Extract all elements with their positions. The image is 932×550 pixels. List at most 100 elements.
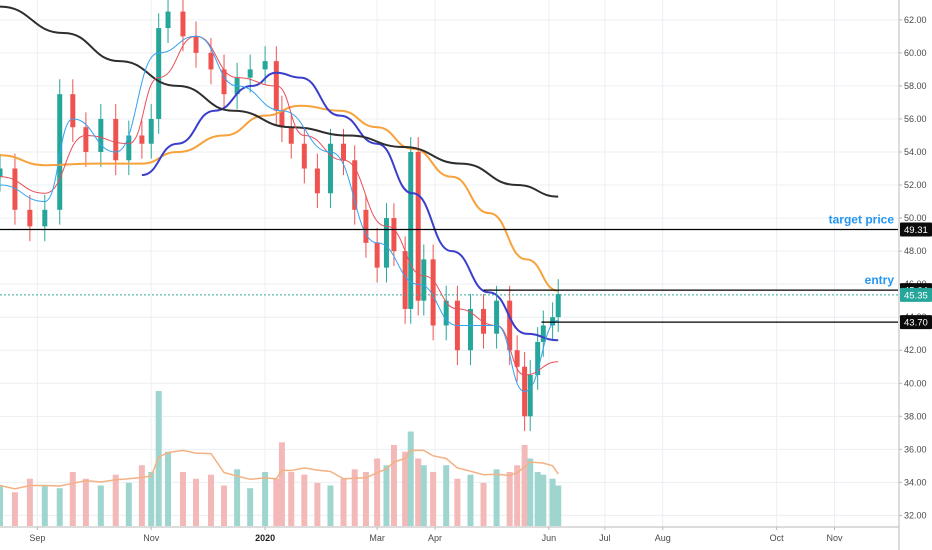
volume-bar — [262, 472, 269, 526]
volume-bar — [234, 469, 241, 526]
volume-bar — [420, 465, 427, 526]
candle-body — [208, 52, 214, 70]
candle-body — [408, 151, 414, 309]
y-tick-label: 50.00 — [904, 213, 927, 223]
volume-bar — [11, 492, 18, 526]
volume-bar — [247, 488, 254, 526]
candle-body — [494, 300, 500, 334]
volume-bar — [82, 478, 89, 526]
price-tag-label: 43.70 — [904, 318, 928, 329]
candle-body — [139, 135, 145, 144]
chart-annotations: target price entry — [829, 212, 895, 287]
candle-body — [352, 160, 358, 210]
volume-bar — [506, 472, 513, 526]
volume-bar — [443, 465, 450, 526]
volume-bar — [301, 474, 308, 526]
volume-bar — [351, 469, 358, 526]
volume-bar — [179, 472, 186, 526]
volume-bar — [340, 478, 347, 526]
candle-body — [535, 341, 541, 376]
price-tag-label: 45.35 — [904, 290, 928, 301]
volume-bar — [112, 474, 119, 526]
volume-bar — [148, 472, 155, 526]
volume-bar — [540, 474, 547, 526]
volume-bar — [288, 472, 295, 526]
volume-bar — [41, 485, 48, 526]
candle-body — [148, 118, 154, 144]
volume-bar — [527, 458, 534, 526]
volume-bar — [56, 488, 63, 526]
volume-bar — [383, 465, 390, 526]
horizontal-levels[interactable] — [0, 228, 898, 323]
volume-bar — [493, 469, 500, 526]
volume-bar — [125, 482, 132, 526]
candle-body — [221, 69, 227, 95]
volume-bar — [221, 485, 228, 526]
volume-bar — [514, 465, 521, 526]
candle-body — [383, 218, 389, 268]
ma-line — [0, 35, 559, 376]
volume-bar — [467, 474, 474, 526]
candle-body — [156, 28, 162, 119]
candle-body — [27, 209, 33, 227]
volume-bar — [193, 478, 200, 526]
candle-body — [527, 375, 533, 417]
volume-bar — [480, 482, 487, 526]
candle-body — [327, 143, 333, 194]
volume-bar — [207, 474, 214, 526]
y-axis-panel[interactable] — [899, 0, 932, 550]
candle-body — [247, 69, 253, 78]
annotation-label: target price — [829, 212, 895, 226]
volume-bars — [0, 391, 562, 526]
x-tick-label: Sep — [29, 533, 45, 543]
x-tick-label: Mar — [369, 533, 385, 543]
ma-line — [0, 35, 559, 392]
y-tick-label: 54.00 — [904, 147, 927, 157]
candle-body — [288, 127, 294, 144]
volume-bar — [454, 478, 461, 526]
y-axis[interactable]: 32.0034.0036.0038.0040.0042.0044.0046.00… — [898, 0, 932, 550]
volume-bar — [69, 472, 76, 526]
candle-body — [555, 294, 561, 318]
volume-ma-line — [0, 449, 559, 490]
y-tick-label: 48.00 — [904, 246, 927, 256]
volume-bar — [430, 472, 437, 526]
y-tick-label: 40.00 — [904, 378, 927, 388]
volume-bar — [327, 485, 334, 526]
ma-line — [141, 71, 559, 342]
chart-grid — [0, 0, 898, 527]
candle-body — [279, 110, 285, 128]
y-tick-label: 62.00 — [904, 15, 927, 25]
volume-bar — [390, 445, 397, 526]
candle-body — [363, 209, 369, 243]
x-tick-label: 2020 — [255, 533, 275, 543]
candle-body — [507, 300, 513, 351]
x-tick-label: Oct — [770, 533, 785, 543]
candle-body — [180, 11, 186, 37]
volume-bar — [0, 485, 3, 526]
candle-body — [402, 251, 408, 309]
volume-bar — [374, 458, 381, 526]
candle-body — [12, 168, 18, 210]
price-tag-bg — [900, 222, 932, 237]
x-tick-label: Aug — [655, 533, 671, 543]
candle-body — [113, 118, 119, 161]
volume-bar — [555, 485, 562, 526]
y-tick-label: 58.00 — [904, 81, 927, 91]
price-tag-bg — [900, 287, 932, 302]
volume-bar — [278, 442, 285, 526]
candle-body — [430, 259, 436, 326]
volume-bar — [534, 472, 541, 526]
candle-body — [70, 94, 76, 128]
candle-body — [301, 143, 307, 169]
candle-body — [98, 118, 104, 152]
x-axis[interactable]: Sep Nov 2020 Mar Apr Jun Jul Aug Oct Nov — [0, 526, 899, 543]
candle-body — [467, 308, 473, 351]
x-tick-label: Jul — [599, 533, 611, 543]
volume-bar — [521, 445, 528, 526]
candle-body — [374, 242, 380, 268]
volume-bar — [402, 451, 409, 526]
annotation-label: entry — [865, 273, 895, 287]
candle-body — [0, 168, 3, 177]
